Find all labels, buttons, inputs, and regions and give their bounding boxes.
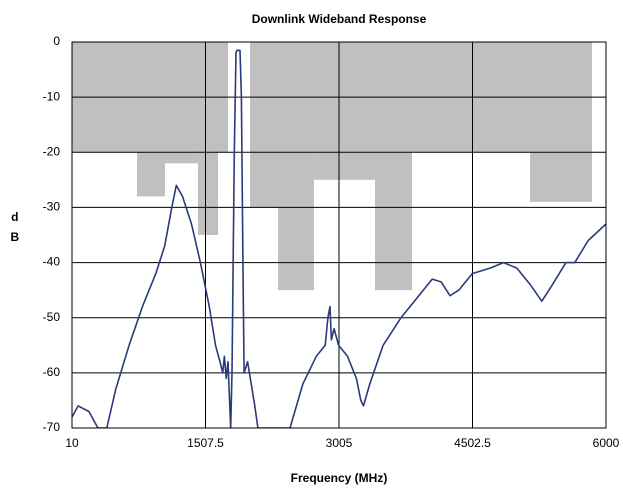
mask-layer xyxy=(72,42,593,291)
plot-border xyxy=(71,41,607,429)
y-tick-label: -30 xyxy=(43,200,61,214)
axis-layer: 0 -10 -20 -30 -40 -50 -60 -70 10 1507.5 3005 4502.5… xyxy=(43,34,620,450)
y-axis-label: dB xyxy=(8,210,22,250)
x-tick-label: 3005 xyxy=(326,436,353,450)
y-tick-label: -60 xyxy=(43,365,61,379)
x-tick-label: 1507.5 xyxy=(187,436,224,450)
mask-band xyxy=(278,42,314,291)
mask-band xyxy=(250,42,279,208)
y-tick-label: -50 xyxy=(43,310,61,324)
mask-band xyxy=(136,42,165,197)
x-tick-label: 6000 xyxy=(593,436,620,450)
x-axis-label: Frequency (MHz) xyxy=(291,471,388,485)
x-tick-label: 10 xyxy=(65,436,79,450)
mask-band xyxy=(530,42,593,202)
x-tick-label: 4502.5 xyxy=(454,436,491,450)
y-tick-label: -70 xyxy=(43,420,61,434)
y-tick-label: -40 xyxy=(43,255,61,269)
y-tick-label: 0 xyxy=(53,34,60,48)
mask-band xyxy=(164,42,198,164)
mask-band xyxy=(197,42,219,235)
chart-title: Downlink Wideband Response xyxy=(252,12,427,26)
mask-band xyxy=(375,42,413,291)
response-line xyxy=(72,49,606,428)
y-tick-label: -20 xyxy=(43,144,61,158)
y-tick-label: -10 xyxy=(43,89,61,103)
line-layer xyxy=(72,49,606,428)
mask-band xyxy=(313,42,376,180)
